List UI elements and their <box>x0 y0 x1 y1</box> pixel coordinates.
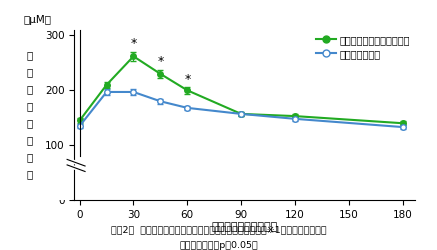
Text: 血: 血 <box>27 50 33 60</box>
Text: 中: 中 <box>27 68 33 78</box>
Text: ン: ン <box>27 136 33 145</box>
Text: *: * <box>130 37 137 50</box>
Text: ＊有意差有り（p＜0.05）: ＊有意差有り（p＜0.05） <box>179 240 258 250</box>
Text: イ: イ <box>27 102 33 112</box>
FancyBboxPatch shape <box>47 156 73 200</box>
X-axis label: 攝取後経過時間（分）: 攝取後経過時間（分） <box>212 222 278 232</box>
Text: （図2）  酸性ミルクプロテイン飲料攝取後の血中ロイシン※1濃度の経時的変化: （図2） 酸性ミルクプロテイン飲料攝取後の血中ロイシン※1濃度の経時的変化 <box>111 226 326 234</box>
Text: （μM）: （μM） <box>23 15 51 25</box>
Text: 濃: 濃 <box>27 152 33 162</box>
Legend: 酸性ミルクプロテイン飲料, 一般的な乳飲料: 酸性ミルクプロテイン飲料, 一般的な乳飲料 <box>316 35 410 59</box>
Text: 度: 度 <box>27 170 33 179</box>
Text: シ: シ <box>27 118 33 128</box>
Text: *: * <box>157 56 163 68</box>
Text: *: * <box>184 73 191 86</box>
Text: ロ: ロ <box>27 84 33 94</box>
